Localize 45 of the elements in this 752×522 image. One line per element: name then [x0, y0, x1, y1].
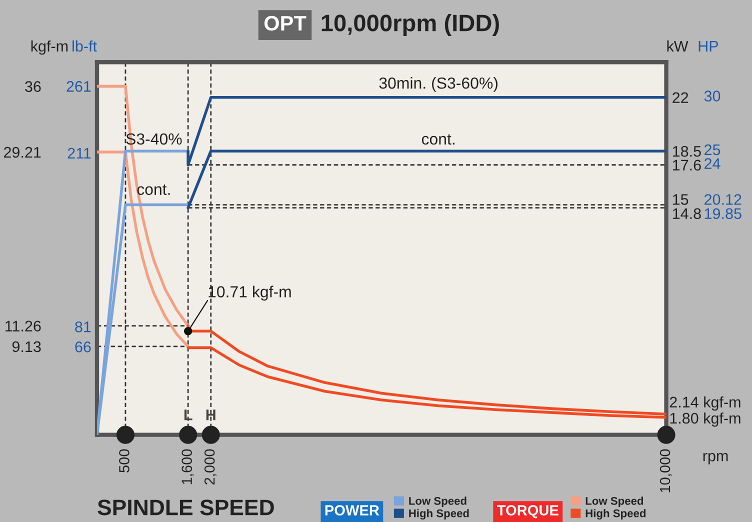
text: 24 [704, 158, 720, 169]
annotation: cont. [422, 134, 454, 145]
annotation: L [184, 410, 192, 420]
text: 20.12 [704, 194, 742, 205]
text: rpm [703, 452, 728, 464]
y-axis-title: kgf-m [31, 40, 68, 55]
y2-tick-label: 18.5 [672, 146, 701, 157]
annotation: S3-40% [126, 133, 182, 145]
x-tick-label: 2,000 [204, 449, 216, 484]
x-axis-title: SPINDLE SPEED [98, 500, 274, 516]
y-tick-label: 29.21 [4, 146, 41, 158]
x-tick-label: 500 [119, 449, 130, 472]
text: 30 [704, 90, 720, 102]
text: POWER [325, 505, 380, 516]
text: OPT [264, 16, 306, 31]
annotation: H [206, 410, 216, 420]
legend-label: High Speed [409, 509, 469, 520]
legend-label: Low Speed [586, 496, 644, 508]
text: HP [698, 40, 718, 52]
y2-tick-label: 22 [672, 92, 688, 103]
y3-axis-title: lb-ft [72, 40, 97, 52]
annotation: 30min. (S3-60%) [379, 77, 498, 92]
y-tick-label: 11.26 [6, 320, 41, 332]
y3-tick-label: 261 [66, 81, 91, 92]
x-tick-label: 1,600 [182, 449, 194, 484]
y2-tick-label: 15 [672, 194, 688, 205]
chart-title: 10,000rpm (IDD) [322, 14, 499, 36]
legend-label: High Speed [586, 509, 646, 520]
y3-tick-label: 211 [68, 148, 91, 158]
y2-tick-label: 14.8 [672, 208, 701, 220]
y-tick-label: 9.13 [12, 341, 41, 352]
y-tick-label: 36 [25, 81, 41, 92]
y2-axis-title: kW [667, 40, 688, 52]
text: 2.14 kgf-m [670, 396, 740, 411]
annotation: 10.71 kgf-m [208, 286, 291, 301]
annotation: cont. [137, 184, 170, 195]
y3-tick-label: 81 [75, 321, 91, 332]
text: 19.85 [704, 208, 742, 220]
text: 25 [704, 144, 720, 156]
y3-tick-label: 66 [75, 342, 91, 352]
text: TORQUE [497, 505, 558, 518]
x-tick-label: 10,000 [660, 449, 672, 492]
legend-label: Low Speed [409, 496, 466, 508]
text: 1.80 kgf-m [670, 412, 740, 427]
y2-tick-label: 17.6 [672, 160, 701, 171]
